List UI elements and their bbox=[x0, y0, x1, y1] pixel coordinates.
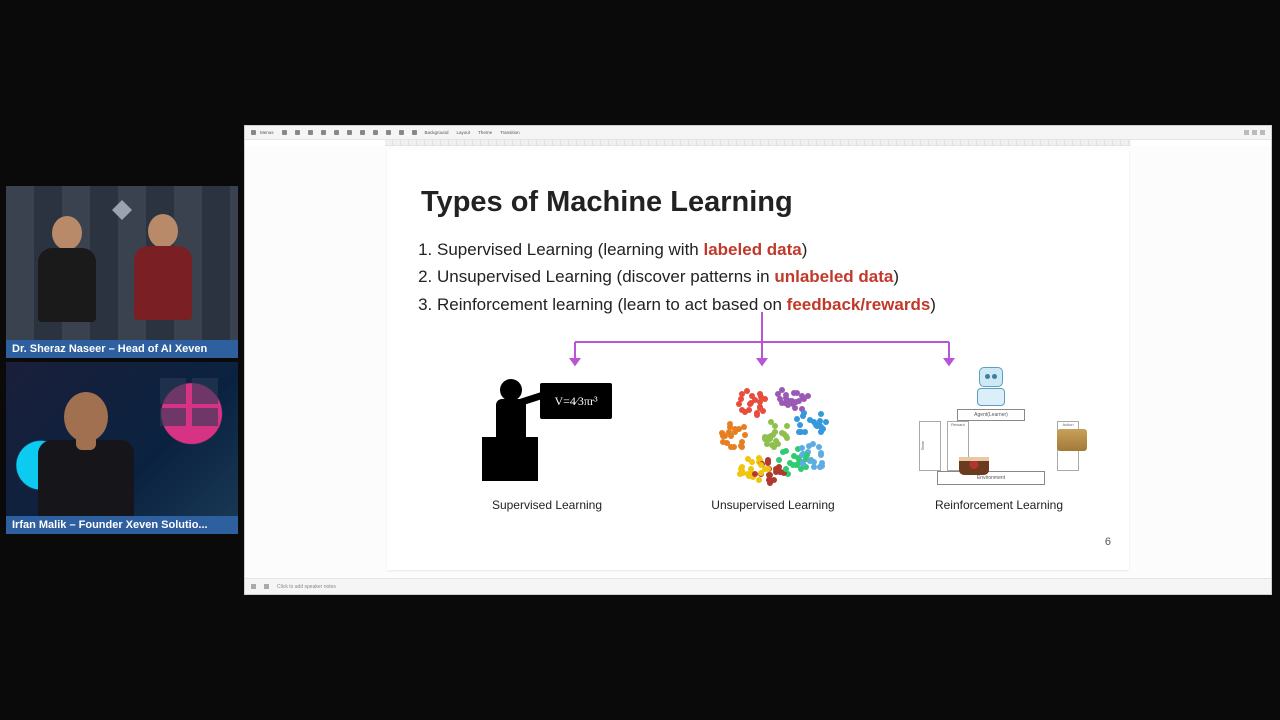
minimize-icon[interactable] bbox=[1244, 130, 1249, 135]
robot-icon bbox=[973, 367, 1009, 407]
blackboard-icon: V=4⁄3πr³ bbox=[540, 383, 612, 419]
line-icon[interactable] bbox=[399, 130, 404, 135]
webcam-scene bbox=[6, 362, 238, 534]
formula-text: V=4⁄3πr³ bbox=[554, 394, 597, 409]
speaker-notes-bar[interactable]: Click to add speaker notes bbox=[245, 578, 1271, 594]
cursor-icon[interactable] bbox=[347, 130, 352, 135]
hamburger-icon bbox=[251, 130, 256, 135]
toolbar-theme-button[interactable]: Theme bbox=[478, 130, 492, 135]
list-text: Unsupervised Learning (discover patterns… bbox=[437, 267, 774, 286]
slide[interactable]: Types of Machine Learning Supervised Lea… bbox=[387, 150, 1129, 570]
redo-icon[interactable] bbox=[295, 130, 300, 135]
paint-icon[interactable] bbox=[321, 130, 326, 135]
toolbar-menu-label: Menus bbox=[260, 130, 274, 135]
image-icon[interactable] bbox=[373, 130, 378, 135]
figure-label: Supervised Learning bbox=[447, 498, 647, 512]
figure-canvas: Agent(Learner) State Reward Action Envir… bbox=[899, 372, 1099, 492]
slide-page-number: 6 bbox=[1105, 536, 1111, 548]
highlight-text: feedback/rewards bbox=[787, 295, 931, 314]
reward-cake-icon bbox=[959, 457, 989, 475]
webcam-name-label: Irfan Malik – Founder Xeven Solutio... bbox=[6, 516, 238, 534]
textbox-icon[interactable] bbox=[360, 130, 365, 135]
figure-unsupervised: Unsupervised Learning bbox=[673, 372, 873, 512]
print-icon[interactable] bbox=[308, 130, 313, 135]
webcam-name-label: Dr. Sheraz Naseer – Head of AI Xeven bbox=[6, 340, 238, 358]
cluster-plot-icon bbox=[708, 372, 838, 492]
toolbar-menu-button[interactable]: Menus bbox=[251, 130, 274, 135]
figure-canvas: V=4⁄3πr³ bbox=[447, 372, 647, 492]
goal-treasure-icon bbox=[1057, 429, 1087, 451]
rl-diagram-icon: Agent(Learner) State Reward Action Envir… bbox=[919, 367, 1079, 497]
editor-toolbar[interactable]: Menus Background Layout Theme Transition bbox=[245, 126, 1271, 140]
webcam-scene bbox=[6, 186, 238, 358]
person-silhouette bbox=[32, 216, 102, 326]
highlight-text: labeled data bbox=[704, 240, 802, 259]
list-text: ) bbox=[802, 240, 808, 259]
person-silhouette bbox=[26, 392, 146, 522]
speaker-notes-placeholder[interactable]: Click to add speaker notes bbox=[277, 584, 336, 590]
toolbar-layout-button[interactable]: Layout bbox=[457, 130, 471, 135]
toolbar-transition-button[interactable]: Transition bbox=[500, 130, 520, 135]
toolbar-background-button[interactable]: Background bbox=[425, 130, 449, 135]
webcam-stack: Dr. Sheraz Naseer – Head of AI Xeven Irf… bbox=[6, 186, 238, 538]
figure-reinforcement: Agent(Learner) State Reward Action Envir… bbox=[899, 372, 1099, 512]
close-icon[interactable] bbox=[1260, 130, 1265, 135]
window-controls bbox=[1244, 130, 1265, 135]
maximize-icon[interactable] bbox=[1252, 130, 1257, 135]
teacher-icon: V=4⁄3πr³ bbox=[482, 377, 612, 487]
comment-icon[interactable] bbox=[412, 130, 417, 135]
list-text: ) bbox=[930, 295, 936, 314]
background-frames-icon bbox=[160, 378, 220, 428]
figure-supervised: V=4⁄3πr³ Supervised Learning bbox=[447, 372, 647, 512]
slide-canvas-area[interactable]: Types of Machine Learning Supervised Lea… bbox=[245, 146, 1271, 578]
list-item[interactable]: Unsupervised Learning (discover patterns… bbox=[437, 264, 1095, 290]
figure-label: Unsupervised Learning bbox=[673, 498, 873, 512]
chevron-left-icon[interactable] bbox=[264, 584, 269, 589]
shape-icon[interactable] bbox=[386, 130, 391, 135]
list-text: Supervised Learning (learning with bbox=[437, 240, 704, 259]
hand-silhouette bbox=[76, 422, 96, 450]
undo-icon[interactable] bbox=[282, 130, 287, 135]
zoom-icon[interactable] bbox=[334, 130, 339, 135]
grid-view-icon[interactable] bbox=[251, 584, 256, 589]
rl-agent-box: Agent(Learner) bbox=[957, 409, 1025, 421]
highlight-text: unlabeled data bbox=[774, 267, 893, 286]
webcam-presenter-2: Irfan Malik – Founder Xeven Solutio... bbox=[6, 362, 238, 534]
rl-env-box: Environment bbox=[937, 471, 1045, 485]
webcam-presenter-1: Dr. Sheraz Naseer – Head of AI Xeven bbox=[6, 186, 238, 358]
figure-row: V=4⁄3πr³ Supervised Learning bbox=[447, 372, 1099, 512]
list-item[interactable]: Supervised Learning (learning with label… bbox=[437, 237, 1095, 263]
list-text: Reinforcement learning (learn to act bas… bbox=[437, 295, 787, 314]
branch-svg bbox=[507, 312, 1017, 368]
slides-editor-window: Menus Background Layout Theme Transition… bbox=[244, 125, 1272, 595]
figure-label: Reinforcement Learning bbox=[899, 498, 1099, 512]
rl-state-box: State bbox=[919, 421, 941, 471]
branch-diagram bbox=[507, 312, 1017, 368]
list-text: ) bbox=[893, 267, 899, 286]
person-silhouette bbox=[126, 214, 200, 326]
slide-bullet-list[interactable]: Supervised Learning (learning with label… bbox=[421, 237, 1095, 318]
figure-canvas bbox=[673, 372, 873, 492]
slide-title[interactable]: Types of Machine Learning bbox=[421, 186, 1095, 219]
